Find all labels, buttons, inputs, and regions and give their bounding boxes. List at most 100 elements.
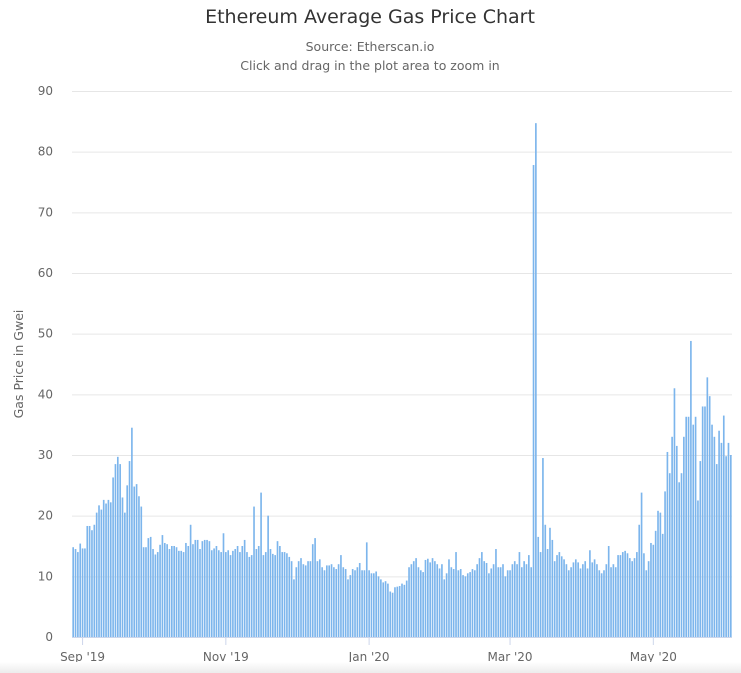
bar[interactable] bbox=[342, 567, 345, 637]
bar[interactable] bbox=[201, 541, 204, 637]
bar[interactable] bbox=[109, 502, 112, 637]
bar[interactable] bbox=[128, 461, 131, 637]
bar[interactable] bbox=[131, 427, 133, 637]
bar[interactable] bbox=[213, 548, 215, 637]
bar[interactable] bbox=[511, 564, 514, 637]
bar[interactable] bbox=[98, 505, 100, 637]
bar[interactable] bbox=[544, 524, 547, 637]
bar[interactable] bbox=[133, 486, 136, 637]
bar[interactable] bbox=[661, 533, 664, 637]
bar[interactable] bbox=[189, 524, 192, 637]
bar[interactable] bbox=[260, 492, 262, 637]
bar[interactable] bbox=[525, 564, 528, 637]
bar[interactable] bbox=[337, 564, 340, 637]
bar[interactable] bbox=[450, 567, 453, 637]
bar[interactable] bbox=[711, 424, 713, 637]
bar[interactable] bbox=[542, 458, 544, 637]
bar[interactable] bbox=[384, 581, 387, 637]
bar[interactable] bbox=[624, 550, 626, 637]
bar[interactable] bbox=[591, 562, 594, 637]
bar[interactable] bbox=[138, 496, 140, 637]
bar[interactable] bbox=[593, 559, 596, 637]
bar[interactable] bbox=[469, 572, 471, 637]
bar[interactable] bbox=[309, 561, 312, 637]
bar[interactable] bbox=[217, 550, 220, 637]
bar[interactable] bbox=[699, 461, 702, 637]
bar[interactable] bbox=[678, 482, 680, 637]
bar[interactable] bbox=[560, 556, 563, 637]
bar[interactable] bbox=[311, 544, 314, 637]
bar[interactable] bbox=[713, 436, 716, 637]
bar[interactable] bbox=[326, 565, 328, 637]
bar[interactable] bbox=[647, 561, 650, 637]
bar[interactable] bbox=[335, 569, 338, 637]
bar[interactable] bbox=[344, 569, 347, 637]
bar[interactable] bbox=[506, 570, 509, 637]
bar[interactable] bbox=[572, 562, 575, 637]
bar[interactable] bbox=[74, 549, 77, 637]
bar[interactable] bbox=[363, 570, 366, 637]
bar[interactable] bbox=[377, 576, 380, 637]
bar[interactable] bbox=[253, 506, 255, 637]
bar[interactable] bbox=[257, 546, 260, 637]
bar[interactable] bbox=[499, 567, 502, 637]
bar[interactable] bbox=[495, 549, 497, 637]
bar[interactable] bbox=[81, 548, 84, 637]
bar[interactable] bbox=[267, 515, 269, 637]
bar[interactable] bbox=[302, 564, 305, 637]
bar[interactable] bbox=[600, 573, 603, 637]
bar[interactable] bbox=[558, 552, 561, 637]
bar[interactable] bbox=[410, 564, 413, 637]
bar[interactable] bbox=[121, 497, 124, 637]
bar[interactable] bbox=[539, 552, 542, 637]
bar[interactable] bbox=[241, 546, 244, 637]
bar[interactable] bbox=[471, 569, 474, 637]
bar[interactable] bbox=[271, 553, 274, 637]
bar[interactable] bbox=[483, 561, 486, 637]
bar[interactable] bbox=[264, 552, 267, 637]
bar[interactable] bbox=[715, 464, 718, 637]
bar[interactable] bbox=[77, 552, 79, 637]
bar[interactable] bbox=[323, 570, 326, 637]
bar[interactable] bbox=[300, 558, 302, 637]
bar[interactable] bbox=[372, 573, 375, 637]
bar[interactable] bbox=[222, 533, 225, 637]
bar[interactable] bbox=[354, 570, 356, 637]
bar[interactable] bbox=[438, 568, 441, 637]
bar[interactable] bbox=[530, 567, 533, 637]
bar[interactable] bbox=[84, 548, 86, 637]
bar[interactable] bbox=[633, 558, 636, 637]
bar[interactable] bbox=[643, 553, 645, 637]
bar[interactable] bbox=[126, 485, 129, 637]
bar[interactable] bbox=[91, 530, 93, 637]
bar[interactable] bbox=[147, 538, 150, 637]
bar[interactable] bbox=[551, 539, 554, 637]
bar[interactable] bbox=[462, 575, 464, 637]
bar[interactable] bbox=[161, 535, 164, 637]
bar[interactable] bbox=[152, 549, 154, 637]
bar[interactable] bbox=[227, 550, 230, 637]
bar[interactable] bbox=[105, 503, 107, 637]
bar[interactable] bbox=[262, 555, 265, 637]
bar[interactable] bbox=[396, 586, 399, 637]
bar[interactable] bbox=[307, 561, 309, 637]
bar[interactable] bbox=[424, 559, 427, 637]
bar[interactable] bbox=[645, 570, 648, 637]
bar[interactable] bbox=[722, 415, 725, 637]
bar[interactable] bbox=[347, 579, 349, 637]
bar[interactable] bbox=[727, 442, 730, 637]
bar[interactable] bbox=[528, 555, 530, 637]
bar[interactable] bbox=[333, 567, 335, 637]
bar[interactable] bbox=[194, 539, 197, 637]
bar[interactable] bbox=[476, 564, 478, 637]
bar[interactable] bbox=[675, 445, 678, 637]
bar[interactable] bbox=[192, 544, 194, 637]
bar[interactable] bbox=[255, 549, 258, 637]
bar[interactable] bbox=[403, 584, 406, 637]
bar[interactable] bbox=[250, 555, 253, 637]
bar[interactable] bbox=[452, 569, 455, 637]
bar[interactable] bbox=[415, 558, 417, 637]
bar[interactable] bbox=[516, 564, 518, 637]
bar[interactable] bbox=[102, 499, 105, 637]
bar[interactable] bbox=[401, 583, 403, 637]
